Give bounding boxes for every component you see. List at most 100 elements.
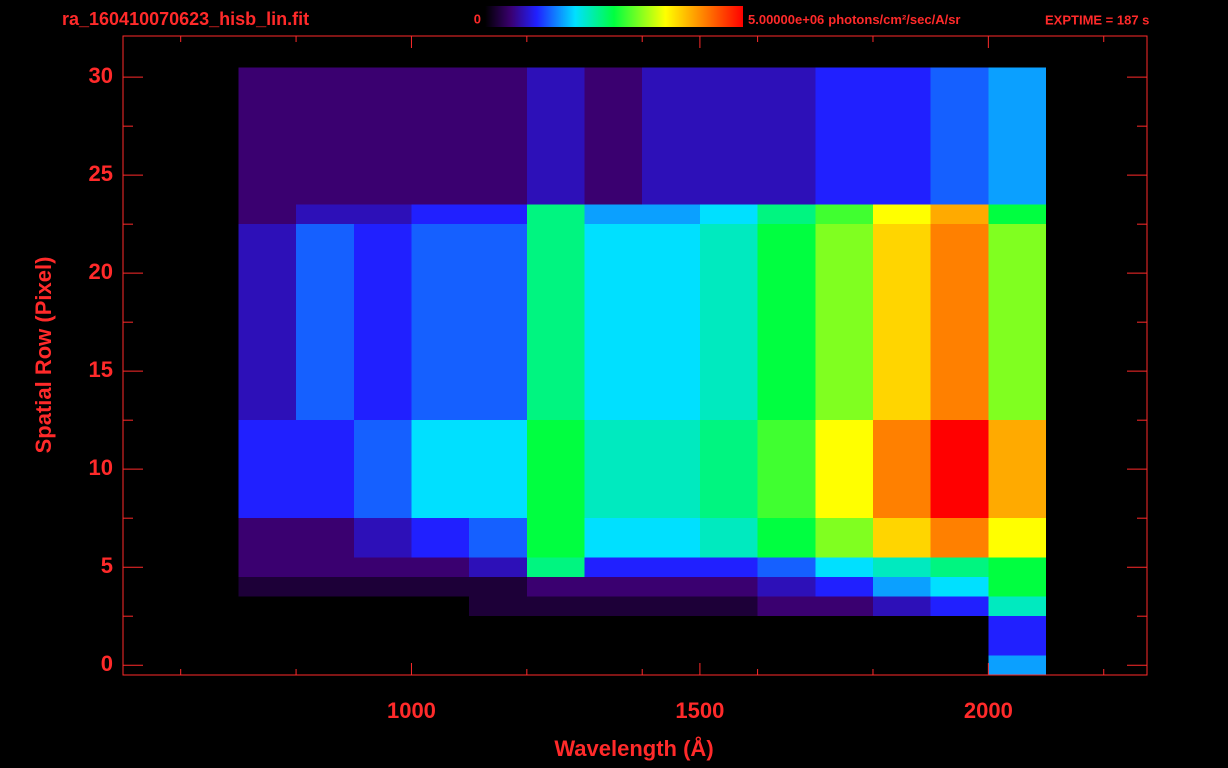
cell bbox=[296, 380, 354, 401]
cell bbox=[699, 498, 758, 519]
cell bbox=[238, 126, 297, 146]
cell bbox=[815, 478, 873, 499]
cell bbox=[238, 635, 297, 656]
cell bbox=[930, 459, 989, 479]
cell bbox=[353, 67, 412, 87]
cell bbox=[411, 322, 470, 342]
cell bbox=[238, 204, 297, 225]
cell bbox=[526, 67, 585, 87]
cell bbox=[296, 86, 354, 107]
cell bbox=[296, 67, 354, 87]
cell bbox=[872, 596, 931, 617]
cell bbox=[757, 243, 816, 264]
cell bbox=[699, 184, 758, 205]
cell bbox=[642, 165, 700, 185]
cell bbox=[930, 204, 989, 225]
cell bbox=[469, 361, 527, 381]
cell bbox=[296, 243, 354, 264]
cell bbox=[526, 576, 585, 597]
y-tick-label: 20 bbox=[89, 259, 113, 284]
cell bbox=[872, 400, 931, 421]
cell bbox=[469, 322, 527, 342]
cell bbox=[296, 576, 354, 597]
cell bbox=[815, 439, 873, 460]
cell bbox=[815, 341, 873, 362]
cell bbox=[699, 518, 758, 538]
cell bbox=[757, 224, 816, 244]
cell bbox=[238, 400, 297, 421]
cell bbox=[699, 106, 758, 127]
cell bbox=[988, 302, 1047, 323]
cell bbox=[296, 635, 354, 656]
cell bbox=[526, 518, 585, 538]
cell bbox=[526, 498, 585, 519]
cell bbox=[872, 184, 931, 205]
cell bbox=[238, 184, 297, 205]
cell bbox=[411, 537, 470, 558]
cell bbox=[411, 420, 470, 440]
cell bbox=[757, 518, 816, 538]
cell bbox=[815, 243, 873, 264]
cell bbox=[296, 361, 354, 381]
cell bbox=[699, 67, 758, 87]
cell bbox=[757, 204, 816, 225]
cell bbox=[584, 361, 643, 381]
cell bbox=[469, 459, 527, 479]
colorbar-max-value: 5.00000e+06 bbox=[748, 12, 824, 27]
cell bbox=[642, 145, 700, 166]
cell bbox=[296, 616, 354, 636]
cell bbox=[411, 596, 470, 617]
cell bbox=[642, 459, 700, 479]
cell bbox=[757, 616, 816, 636]
cell bbox=[815, 224, 873, 244]
x-tick-label: 1000 bbox=[387, 698, 436, 723]
cell bbox=[411, 243, 470, 264]
cell bbox=[872, 282, 931, 303]
cell bbox=[642, 86, 700, 107]
cell bbox=[469, 596, 527, 617]
cell bbox=[238, 165, 297, 185]
cell bbox=[815, 400, 873, 421]
cell bbox=[411, 616, 470, 636]
cell bbox=[584, 655, 643, 675]
cell bbox=[411, 459, 470, 479]
cell bbox=[757, 596, 816, 617]
cell bbox=[526, 439, 585, 460]
cell bbox=[526, 263, 585, 283]
cell bbox=[872, 537, 931, 558]
cell bbox=[469, 126, 527, 146]
cell bbox=[296, 165, 354, 185]
cell bbox=[872, 67, 931, 87]
cell bbox=[757, 67, 816, 87]
cell bbox=[469, 478, 527, 499]
cell bbox=[469, 576, 527, 597]
cell bbox=[526, 361, 585, 381]
cell bbox=[238, 341, 297, 362]
cell bbox=[815, 635, 873, 656]
cell bbox=[872, 243, 931, 264]
cell bbox=[815, 498, 873, 519]
cell bbox=[815, 322, 873, 342]
cell bbox=[469, 616, 527, 636]
cell bbox=[238, 67, 297, 87]
cell bbox=[699, 576, 758, 597]
cell bbox=[699, 145, 758, 166]
cell bbox=[815, 537, 873, 558]
cell bbox=[699, 126, 758, 146]
cell bbox=[238, 498, 297, 519]
cell bbox=[988, 537, 1047, 558]
cell bbox=[238, 243, 297, 264]
cell bbox=[988, 655, 1047, 675]
cell bbox=[526, 302, 585, 323]
cell bbox=[353, 165, 412, 185]
cell bbox=[757, 184, 816, 205]
cell bbox=[584, 86, 643, 107]
cell bbox=[526, 322, 585, 342]
cell bbox=[584, 67, 643, 87]
cell bbox=[872, 655, 931, 675]
cell bbox=[872, 165, 931, 185]
cell bbox=[353, 380, 412, 401]
cell bbox=[872, 439, 931, 460]
